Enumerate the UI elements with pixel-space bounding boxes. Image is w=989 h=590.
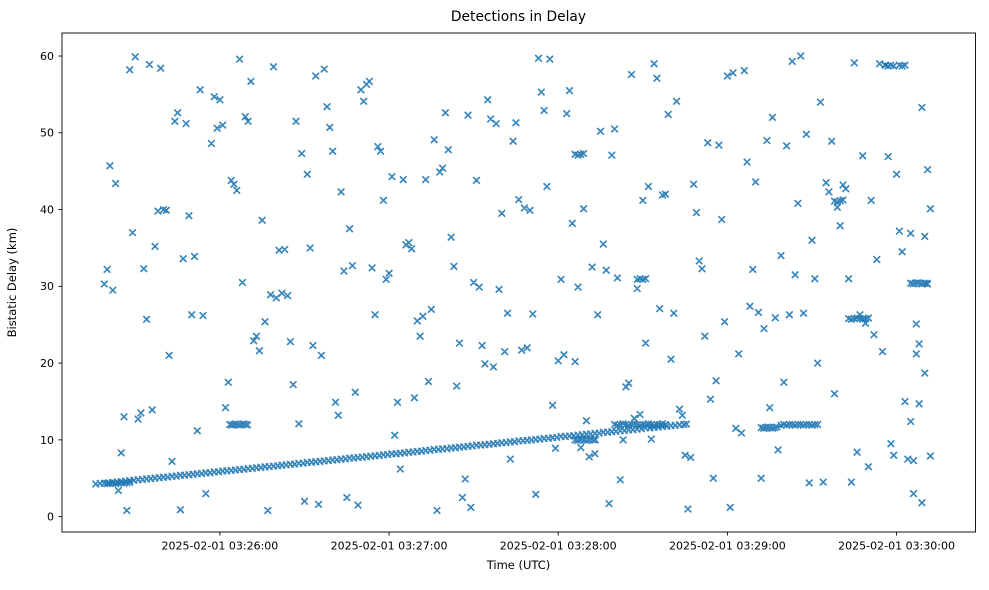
x-tick-label: 2025-02-01 03:26:00 bbox=[161, 540, 278, 553]
y-tick-label: 50 bbox=[40, 127, 54, 140]
y-tick-label: 20 bbox=[40, 357, 54, 370]
axes-frame bbox=[61, 32, 976, 533]
x-tick-label: 2025-02-01 03:28:00 bbox=[500, 540, 617, 553]
y-tick-label: 60 bbox=[40, 50, 54, 63]
x-tick-label: 2025-02-01 03:30:00 bbox=[838, 540, 955, 553]
series-clutter bbox=[100, 52, 935, 515]
plot-area bbox=[62, 33, 976, 532]
y-axis-label: Bistatic Delay (km) bbox=[5, 228, 19, 338]
y-tick-label: 0 bbox=[47, 511, 54, 524]
scatter-points bbox=[91, 52, 935, 515]
x-tick-label: 2025-02-01 03:29:00 bbox=[669, 540, 786, 553]
y-tick-label: 30 bbox=[40, 280, 54, 293]
x-axis-label: Time (UTC) bbox=[486, 558, 551, 572]
x-tick-label: 2025-02-01 03:27:00 bbox=[331, 540, 448, 553]
y-tick-label: 10 bbox=[40, 434, 54, 447]
series-track-dense-segments bbox=[103, 61, 931, 488]
chart-title: Detections in Delay bbox=[451, 9, 586, 25]
y-tick-label: 40 bbox=[40, 203, 54, 216]
axis-ticks: 2025-02-01 03:26:00 2025-02-01 03:27:00 20… bbox=[40, 50, 955, 553]
series-target-track bbox=[91, 420, 691, 488]
